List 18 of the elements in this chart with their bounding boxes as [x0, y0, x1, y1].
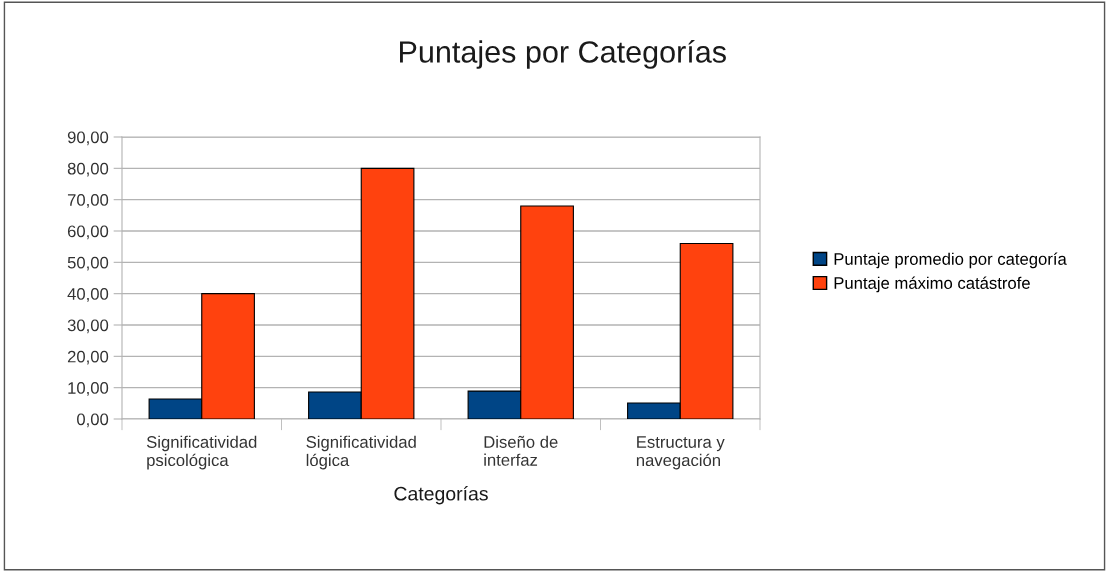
- x-tick-label: Diseño de interfaz: [484, 435, 558, 466]
- y-tick-label: 90,00: [67, 131, 109, 146]
- y-tick-label: 60,00: [67, 225, 109, 240]
- y-tick-label: 0,00: [77, 413, 109, 428]
- x-tick-label: Significatividad lógica: [306, 435, 416, 470]
- y-tick-label: 30,00: [67, 319, 109, 334]
- y-tick-label: 50,00: [67, 256, 109, 271]
- y-tick-label: 20,00: [67, 350, 109, 365]
- y-tick-label: 10,00: [68, 382, 109, 396]
- y-tick-label: 40,00: [67, 288, 109, 302]
- chart-title: Puntajes por Categorías: [400, 40, 726, 69]
- x-axis-title: Categorías: [394, 486, 488, 505]
- y-tick-label: 80,00: [67, 162, 109, 177]
- legend-label: Puntaje promedio por categoría: [834, 252, 1067, 269]
- x-tick-label: Estructura y navegación: [636, 436, 725, 470]
- legend-label: Puntaje máximo catástrofe: [834, 276, 1030, 293]
- x-tick-label: Significatividad psicológica: [146, 435, 257, 470]
- y-tick-label: 70,00: [67, 194, 109, 208]
